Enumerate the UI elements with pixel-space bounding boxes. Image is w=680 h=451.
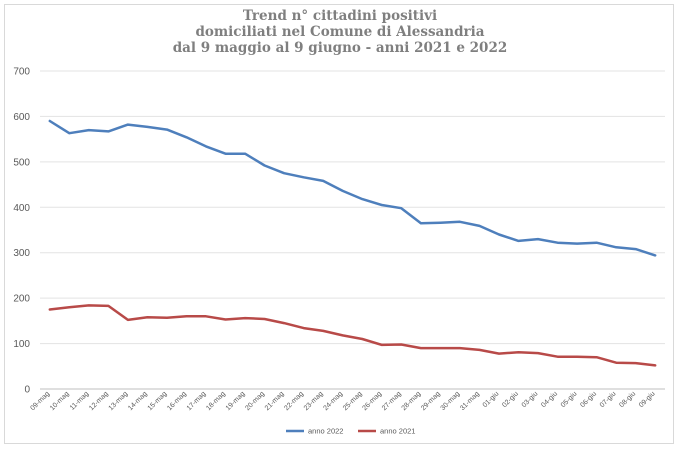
- x-tick-label: 17-mag: [186, 390, 208, 412]
- chart-title: Trend n° cittadini positivi domiciliati …: [0, 8, 680, 56]
- x-tick-label: 01-giu: [482, 390, 501, 409]
- x-tick-label: 09-mag: [29, 390, 51, 412]
- x-tick-label: 03-giu: [521, 390, 540, 409]
- y-tick-label: 700: [13, 67, 30, 78]
- y-tick-label: 200: [13, 294, 30, 305]
- x-tick-label: 05-giu: [560, 390, 579, 409]
- x-tick-label: 16-mag: [166, 390, 188, 412]
- gridlines: [40, 70, 665, 390]
- chart-frame: [4, 4, 674, 444]
- y-axis: 0 100 200 300 400 500 600 700: [13, 67, 30, 396]
- x-tick-label: 22-mag: [283, 390, 305, 412]
- x-tick-label: 12-mag: [88, 390, 110, 412]
- chart-title-line-3: dal 9 maggio al 9 giugno - anni 2021 e 2…: [172, 40, 508, 56]
- x-tick-label: 24-mag: [322, 390, 344, 412]
- x-tick-label: 30-mag: [440, 390, 462, 412]
- x-tick-label: 23-mag: [303, 390, 325, 412]
- x-tick-label: 02-giu: [501, 390, 520, 409]
- legend-label: anno 2021: [380, 427, 415, 436]
- x-tick-label: 20-mag: [244, 390, 266, 412]
- x-tick-label: 14-mag: [127, 390, 149, 412]
- x-tick-label: 28-mag: [401, 390, 423, 412]
- x-tick-label: 27-mag: [381, 390, 403, 412]
- legend: anno 2022 anno 2021: [286, 427, 415, 436]
- x-tick-label: 21-mag: [264, 390, 286, 412]
- series-line-anno-2022: [48, 119, 657, 257]
- x-tick-label: 10-mag: [49, 390, 71, 412]
- y-tick-label: 400: [13, 203, 30, 214]
- y-tick-label: 600: [13, 112, 30, 123]
- x-tick-label: 15-mag: [147, 390, 169, 412]
- x-tick-label: 13-mag: [108, 390, 130, 412]
- y-tick-label: 500: [13, 157, 30, 168]
- x-tick-label: 19-mag: [225, 390, 247, 412]
- legend-label: anno 2022: [308, 427, 343, 436]
- x-tick-label: 18-mag: [205, 390, 227, 412]
- x-tick-label: 06-giu: [579, 390, 598, 409]
- x-tick-label: 31-mag: [459, 390, 481, 412]
- chart-title-line-1: Trend n° cittadini positivi: [242, 8, 438, 24]
- y-tick-label: 300: [13, 248, 30, 259]
- chart-title-line-2: domiciliati nel Comune di Alessandria: [195, 24, 485, 40]
- x-tick-label: 26-mag: [361, 390, 383, 412]
- series-lines: [48, 119, 657, 367]
- x-tick-label: 07-giu: [599, 390, 618, 409]
- x-axis: 09-mag10-mag11-mag12-mag13-mag14-mag15-m…: [29, 390, 656, 412]
- x-tick-label: 11-mag: [69, 390, 90, 411]
- y-tick-label: 0: [24, 385, 30, 396]
- x-tick-label: 29-mag: [420, 390, 442, 412]
- series-line-anno-2021: [48, 304, 657, 367]
- y-tick-label: 100: [13, 339, 30, 350]
- x-tick-label: 08-giu: [618, 390, 637, 409]
- x-tick-label: 04-giu: [540, 390, 559, 409]
- x-tick-label: 09-giu: [638, 390, 657, 409]
- x-tick-label: 25-mag: [342, 390, 364, 412]
